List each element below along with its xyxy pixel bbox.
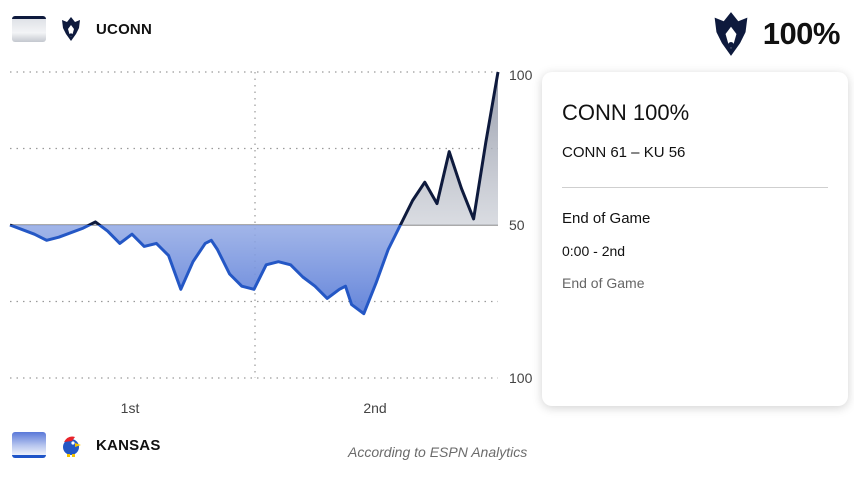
- card-score: CONN 61 – KU 56: [562, 144, 686, 161]
- analytics-credit: According to ESPN Analytics: [348, 444, 528, 460]
- card-clock: 0:00 - 2nd: [562, 243, 626, 259]
- win-probability-chart: 100 50 100 1st 2nd: [9, 67, 533, 416]
- away-team-name: KANSAS: [96, 436, 161, 454]
- kansas-jayhawk-icon: [63, 436, 81, 457]
- game-status-card: CONN 100% CONN 61 – KU 56 End of Game 0:…: [542, 72, 848, 406]
- card-period-label: End of Game: [562, 210, 651, 227]
- y-tick-label: 100: [509, 67, 533, 83]
- uconn-husky-icon: [62, 17, 80, 41]
- x-period-label: 2nd: [363, 400, 386, 416]
- y-tick-label: 100: [509, 370, 533, 386]
- uconn-color-swatch: [12, 16, 46, 42]
- card-divider: [562, 187, 828, 188]
- away-team-row: KANSAS: [12, 432, 161, 458]
- winner-percentage: 100%: [762, 16, 841, 51]
- kansas-advantage-area: [10, 225, 498, 314]
- home-team-name: UCONN: [96, 20, 152, 38]
- card-headline: CONN 100%: [562, 100, 690, 125]
- home-team-row: UCONN: [12, 16, 152, 42]
- kansas-color-swatch: [12, 432, 46, 458]
- uconn-advantage-area: [10, 72, 498, 225]
- card-status: End of Game: [562, 275, 645, 291]
- win-probability-header: 100%: [711, 10, 841, 58]
- uconn-husky-icon: [714, 12, 748, 56]
- kansas-probability-line: [9, 225, 403, 316]
- x-period-label: 1st: [121, 400, 140, 416]
- uconn-probability-line: [10, 71, 500, 225]
- y-tick-label: 50: [509, 217, 525, 233]
